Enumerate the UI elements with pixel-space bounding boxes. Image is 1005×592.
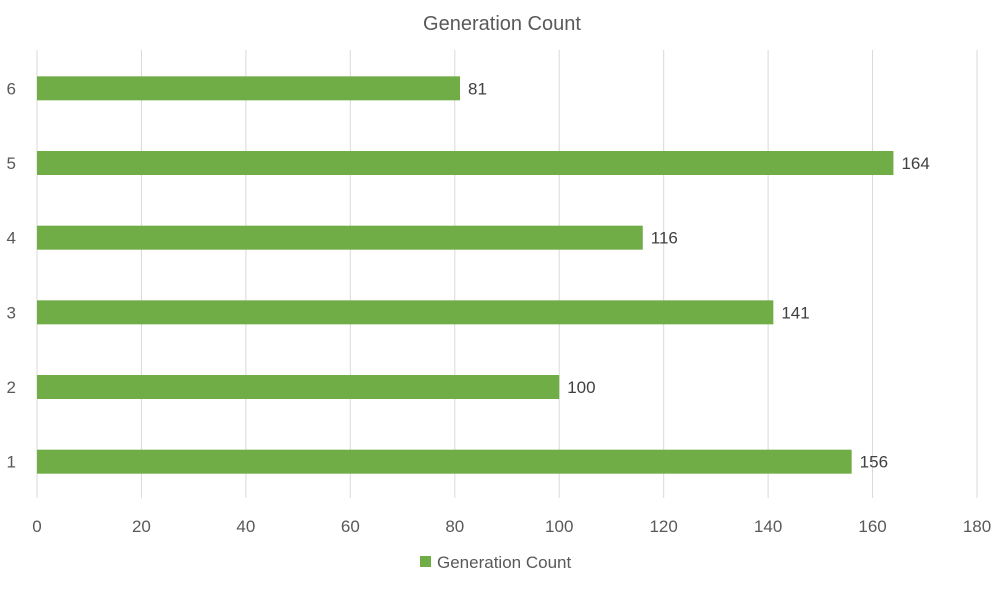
y-tick-label: 2: [7, 378, 16, 397]
y-tick-label: 1: [7, 453, 16, 472]
x-tick-label: 0: [32, 517, 41, 536]
bar: [37, 449, 852, 474]
x-tick-label: 180: [963, 517, 991, 536]
x-tick-label: 80: [445, 517, 464, 536]
chart-title: Generation Count: [423, 13, 581, 35]
x-tick-label: 20: [132, 517, 151, 536]
data-label: 156: [860, 453, 888, 472]
data-label: 100: [567, 378, 595, 397]
bar: [37, 300, 774, 325]
x-tick-label: 120: [649, 517, 677, 536]
legend: Generation Count: [420, 553, 571, 572]
x-tick-label: 40: [236, 517, 255, 536]
data-label: 81: [468, 79, 487, 98]
bars: 156 100 141 116 164 81: [37, 76, 930, 474]
y-tick-label: 6: [7, 79, 16, 98]
y-axis-labels: 1 2 3 4 5 6: [7, 79, 16, 471]
y-tick-label: 4: [7, 229, 16, 248]
bar: [37, 225, 643, 250]
data-label: 116: [651, 229, 678, 248]
legend-swatch: [420, 556, 431, 567]
legend-label: Generation Count: [437, 553, 571, 572]
gridlines: [36, 50, 978, 498]
x-tick-label: 140: [754, 517, 782, 536]
x-tick-label: 160: [858, 517, 886, 536]
data-label: 164: [901, 154, 929, 173]
x-tick-label: 60: [341, 517, 360, 536]
y-tick-label: 3: [7, 303, 16, 322]
y-tick-label: 5: [7, 154, 16, 173]
bar: [37, 76, 460, 101]
x-axis-labels: 0 20 40 60 80 100 120 140 160 180: [32, 517, 991, 536]
bar: [37, 151, 894, 175]
x-tick-label: 100: [545, 517, 573, 536]
data-label: 141: [781, 303, 809, 322]
bar: [37, 375, 560, 399]
